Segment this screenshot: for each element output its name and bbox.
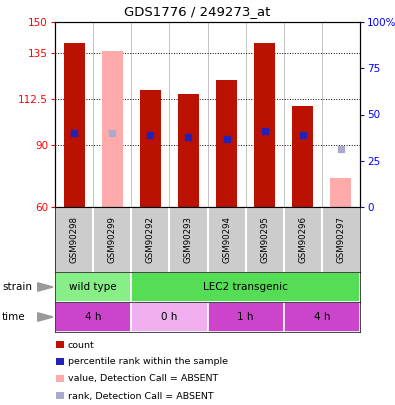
Polygon shape <box>38 283 53 291</box>
Text: GSM90293: GSM90293 <box>184 216 193 263</box>
Bar <box>55 272 131 302</box>
Text: GDS1776 / 249273_at: GDS1776 / 249273_at <box>124 5 271 18</box>
Bar <box>56 392 64 399</box>
Bar <box>102 51 123 207</box>
Bar <box>216 79 237 207</box>
Bar <box>140 90 161 207</box>
Text: count: count <box>68 341 95 350</box>
Bar <box>56 375 64 382</box>
Text: value, Detection Call = ABSENT: value, Detection Call = ABSENT <box>68 375 218 384</box>
Text: time: time <box>2 312 26 322</box>
Text: 0 h: 0 h <box>161 312 178 322</box>
Bar <box>55 302 131 332</box>
Bar <box>207 302 284 332</box>
Text: GSM90294: GSM90294 <box>222 216 231 263</box>
Text: rank, Detection Call = ABSENT: rank, Detection Call = ABSENT <box>68 392 214 401</box>
Bar <box>292 106 313 207</box>
Bar <box>178 94 199 207</box>
Bar <box>331 178 352 207</box>
Text: GSM90292: GSM90292 <box>146 216 155 263</box>
Bar <box>131 302 207 332</box>
Text: wild type: wild type <box>69 282 117 292</box>
Bar <box>284 302 360 332</box>
Polygon shape <box>38 313 53 321</box>
Bar <box>254 43 275 207</box>
Bar <box>64 43 85 207</box>
Bar <box>56 341 64 348</box>
Text: strain: strain <box>2 282 32 292</box>
Text: percentile rank within the sample: percentile rank within the sample <box>68 358 228 367</box>
Bar <box>56 358 64 365</box>
Text: GSM90296: GSM90296 <box>298 216 307 263</box>
Text: 1 h: 1 h <box>237 312 254 322</box>
Text: LEC2 transgenic: LEC2 transgenic <box>203 282 288 292</box>
Text: GSM90298: GSM90298 <box>70 216 79 263</box>
Text: 4 h: 4 h <box>85 312 102 322</box>
Text: 4 h: 4 h <box>314 312 330 322</box>
Text: GSM90297: GSM90297 <box>337 216 346 263</box>
Text: GSM90295: GSM90295 <box>260 216 269 263</box>
Bar <box>131 272 360 302</box>
Text: GSM90299: GSM90299 <box>108 216 117 263</box>
